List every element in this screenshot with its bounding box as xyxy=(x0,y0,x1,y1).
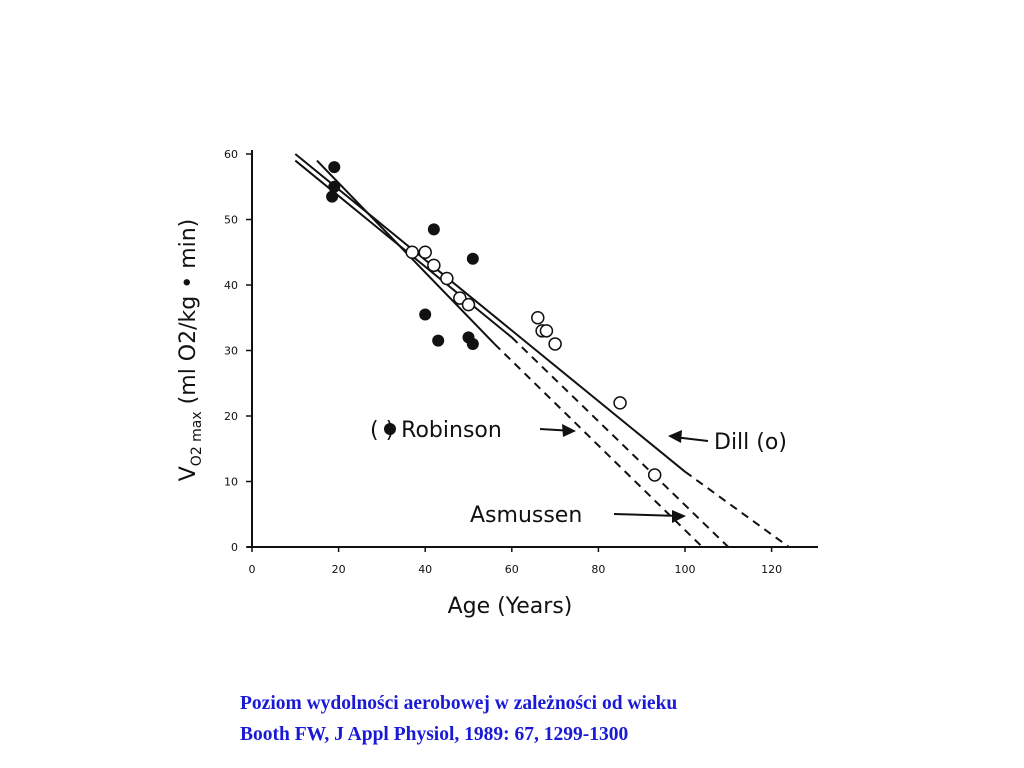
robinson-data-point xyxy=(328,180,341,193)
y-axis-title-units: (ml O2/kg • min) xyxy=(176,219,201,412)
dill-fit-line-solid xyxy=(294,153,686,473)
robinson-label: ( ) Robinson xyxy=(370,418,502,443)
dill-data-point xyxy=(531,311,545,325)
robinson-arrow-head xyxy=(562,424,576,437)
dill-data-point xyxy=(548,337,562,351)
x-tick-label: 120 xyxy=(761,563,782,576)
robinson-data-point xyxy=(432,334,445,347)
x-ticks: 0 20 40 60 80 100 120 xyxy=(249,547,782,576)
dill-data-point xyxy=(647,468,662,482)
y-axis-title: VO2 max (ml O2/kg • min) xyxy=(176,219,205,482)
asmussen-arrow-shaft xyxy=(613,513,681,517)
x-tick-label: 100 xyxy=(675,563,696,576)
regression-lines xyxy=(294,153,790,548)
x-tick-label: 0 xyxy=(249,563,256,576)
annotation-robinson: ( ) Robinson xyxy=(370,418,576,443)
dill-label: Dill (o) xyxy=(714,430,787,455)
y-tick-label: 60 xyxy=(224,148,238,161)
x-axis-title: Age (Years) xyxy=(448,594,573,619)
dill-arrow-head xyxy=(668,430,682,443)
asmussen-label: Asmussen xyxy=(470,503,582,528)
dill-data-point xyxy=(405,245,419,259)
caption-title: Poziom wydolności aerobowej w zależności… xyxy=(240,693,678,714)
robinson-data-point xyxy=(466,252,479,265)
dill-data-point xyxy=(461,297,476,312)
annotation-dill: Dill (o) xyxy=(668,430,787,455)
y-ticks: 0 10 20 30 40 50 60 xyxy=(224,148,252,554)
y-axis-title-v: V xyxy=(176,466,201,481)
dill-fit-line-dashed xyxy=(684,470,790,548)
robinson-data-point xyxy=(466,337,479,350)
robinson-data-point xyxy=(427,223,440,236)
dill-data-point xyxy=(613,396,627,410)
y-tick-label: 40 xyxy=(224,279,238,292)
x-tick-label: 40 xyxy=(418,563,432,576)
data-points xyxy=(326,161,662,482)
asmussen-arrow-head xyxy=(672,510,686,523)
caption-citation: Booth FW, J Appl Physiol, 1989: 67, 1299… xyxy=(240,724,629,745)
annotation-asmussen: Asmussen xyxy=(470,503,686,528)
x-tick-label: 80 xyxy=(591,563,605,576)
y-tick-label: 0 xyxy=(231,541,238,554)
robinson-label-text: ) Robinson xyxy=(386,418,502,443)
y-tick-label: 20 xyxy=(224,410,238,423)
robinson-legend-marker xyxy=(384,423,396,435)
dill-data-point xyxy=(418,245,432,259)
robinson-label-open-paren: ( xyxy=(370,418,379,443)
x-tick-label: 20 xyxy=(332,563,346,576)
asmussen-fit-line-dashed xyxy=(493,343,704,548)
figure-caption: Poziom wydolności aerobowej w zależności… xyxy=(240,688,677,750)
robinson-data-point xyxy=(328,161,341,174)
robinson-data-point xyxy=(326,190,339,203)
x-tick-label: 60 xyxy=(505,563,519,576)
dill-data-point xyxy=(539,324,554,338)
y-axis-title-subscript: O2 max xyxy=(189,411,205,466)
y-tick-label: 10 xyxy=(224,476,238,489)
dill-data-point xyxy=(440,271,454,286)
robinson-data-point xyxy=(419,308,432,321)
y-tick-label: 30 xyxy=(224,345,238,358)
dill-data-point xyxy=(427,258,441,273)
y-tick-label: 50 xyxy=(224,214,238,227)
